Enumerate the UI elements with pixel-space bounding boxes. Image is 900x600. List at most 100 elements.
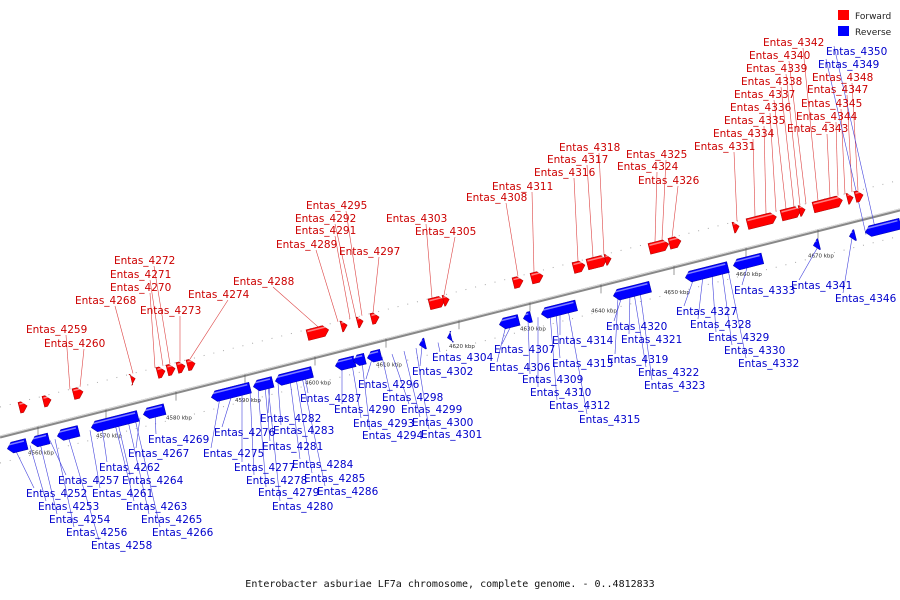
label-leader xyxy=(153,265,171,365)
label-leader xyxy=(277,382,282,426)
label-leader xyxy=(683,277,695,307)
reverse-gene-block xyxy=(275,366,314,386)
forward-gene-block xyxy=(529,271,544,285)
label-leader xyxy=(798,246,819,281)
label-leader xyxy=(54,439,75,528)
reverse-gene-label: Entas_4315 xyxy=(579,414,640,426)
label-leader xyxy=(89,430,101,489)
label-leader xyxy=(505,202,519,277)
genome-axis-highlight xyxy=(0,208,900,437)
reverse-gene-label: Entas_4293 xyxy=(353,418,414,430)
reverse-gene-block xyxy=(253,376,275,392)
forward-gene-block xyxy=(355,316,364,329)
forward-gene-block xyxy=(647,239,670,255)
reverse-gene-label: Entas_4286 xyxy=(317,486,379,498)
label-leader xyxy=(671,185,679,238)
label-leader xyxy=(295,378,313,474)
reverse-gene-label: Entas_4253 xyxy=(38,501,99,513)
forward-gene-label: Entas_4342 xyxy=(763,37,824,49)
reverse-gene-label: Entas_4321 xyxy=(621,334,682,346)
reverse-gene-label: Entas_4258 xyxy=(91,540,152,552)
forward-gene-label: Entas_4289 xyxy=(276,239,337,251)
axis-tick-label: 4640 kbp xyxy=(591,308,617,314)
forward-gene-block xyxy=(585,255,608,271)
axis-tick-label: 4610 kbp xyxy=(376,363,402,369)
forward-gene-block xyxy=(797,205,806,217)
forward-gene-label: Entas_4348 xyxy=(812,72,873,84)
axis-tick-label: 4560 kbp xyxy=(28,450,54,456)
label-leader xyxy=(769,112,777,212)
forward-gene-block xyxy=(175,361,186,374)
label-leader xyxy=(527,319,531,375)
forward-gene-label: Entas_4347 xyxy=(807,84,868,96)
label-leader xyxy=(555,312,561,359)
reverse-gene-label: Entas_4254 xyxy=(49,514,111,526)
axis-tick-label: 4630 kbp xyxy=(520,326,546,332)
reverse-gene-label: Entas_4332 xyxy=(738,358,799,370)
forward-gene-block xyxy=(128,373,136,386)
label-leader xyxy=(780,86,795,207)
label-leader xyxy=(221,394,233,428)
reverse-gene-label: Entas_4277 xyxy=(234,462,295,474)
forward-gene-label: Entas_4345 xyxy=(801,98,862,110)
label-leader xyxy=(788,60,807,204)
reverse-gene-label: Entas_4330 xyxy=(724,345,785,357)
reverse-gene-block xyxy=(499,314,521,330)
reverse-gene-label: Entas_4320 xyxy=(606,321,667,333)
forward-gene-label: Entas_4325 xyxy=(626,149,687,161)
forward-gene-block xyxy=(511,276,524,289)
reverse-gene-block xyxy=(31,432,51,448)
reverse-gene-block xyxy=(865,217,900,237)
label-leader xyxy=(633,293,647,368)
forward-gene-label: Entas_4339 xyxy=(746,63,807,75)
forward-gene-block xyxy=(165,364,176,377)
forward-gene-block xyxy=(779,206,802,222)
label-leader xyxy=(315,249,339,322)
label-leader xyxy=(272,286,319,328)
forward-gene-label: Entas_4273 xyxy=(140,305,201,317)
reverse-gene-label: Entas_4296 xyxy=(358,379,420,391)
reverse-gene-block xyxy=(849,229,857,241)
gene-features xyxy=(7,190,900,454)
label-leader xyxy=(149,279,164,366)
label-leader xyxy=(267,385,281,502)
reverse-gene-label: Entas_4279 xyxy=(258,487,319,499)
label-leader xyxy=(365,359,373,380)
forward-gene-label: Entas_4335 xyxy=(724,115,785,127)
label-leader xyxy=(733,151,738,222)
label-leader xyxy=(127,420,150,515)
axis-tick-label: 4590 kbp xyxy=(235,398,261,404)
forward-gene-label: Entas_4260 xyxy=(44,338,105,350)
label-leader xyxy=(65,334,71,390)
reverse-gene-label: Entas_4327 xyxy=(676,306,737,318)
axis-ticks: 4560 kbp 4570 kbp 4580 kbp 4590 kbp 4600 kbp… xyxy=(28,229,834,456)
label-leader xyxy=(149,292,156,368)
reverse-gene-label: Entas_4341 xyxy=(791,280,852,292)
label-leader xyxy=(567,309,588,415)
label-leader xyxy=(114,305,134,374)
label-leader xyxy=(134,418,161,528)
forward-gene-block xyxy=(571,260,586,274)
reverse-gene-label: Entas_4301 xyxy=(421,429,482,441)
reverse-gene-label: Entas_4349 xyxy=(818,59,879,71)
reverse-gene-block xyxy=(353,352,367,366)
reverse-gene-label: Entas_4323 xyxy=(644,380,705,392)
forward-gene-label: Entas_4334 xyxy=(713,128,775,140)
axis-tick-label: 4670 kbp xyxy=(808,254,834,260)
reverse-gene-block xyxy=(541,299,578,319)
axis-tick-label: 4660 kbp xyxy=(736,272,762,278)
reverse-gene-label: Entas_4267 xyxy=(128,448,189,460)
reverse-gene-label: Entas_4333 xyxy=(734,285,795,297)
label-leader xyxy=(249,389,255,476)
forward-gene-label: Entas_4292 xyxy=(295,213,356,225)
forward-gene-block xyxy=(369,312,380,325)
forward-gene-label: Entas_4291 xyxy=(295,225,356,237)
reverse-gene-label: Entas_4285 xyxy=(304,473,365,485)
reverse-gene-block xyxy=(447,330,455,343)
reverse-gene-label: Entas_4304 xyxy=(432,352,494,364)
label-leader xyxy=(381,356,391,393)
label-leader xyxy=(14,449,35,489)
reverse-gene-label: Entas_4307 xyxy=(494,344,555,356)
label-leader xyxy=(586,164,594,258)
reverse-gene-label: Entas_4350 xyxy=(826,46,887,58)
